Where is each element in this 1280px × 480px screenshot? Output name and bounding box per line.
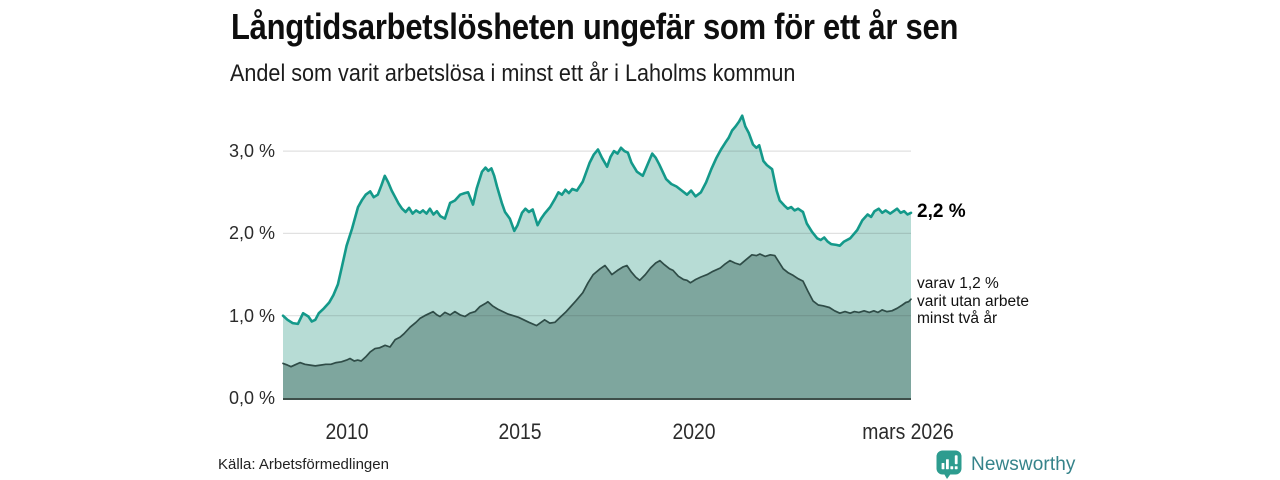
detail-line-3: minst två år [917,310,998,327]
x-tick-label: 2020 [672,419,716,444]
series-area-arbetslosa-minst-tva-ar [283,254,911,398]
series-end-label-total: 2,2 % [917,201,966,222]
series-line-arbetslosa-minst-tva-ar [282,253,912,368]
source-note: Källa: Arbetsförmedlingen [218,456,389,473]
x-tick-label: 2010 [325,419,369,444]
series-end-label-two-years: varav 1,2 % varit utan arbete minst två … [917,275,1029,328]
y-tick-label: 0,0 % [228,388,275,408]
series-line-arbetslosa-minst-ett-ar [281,114,913,326]
detail-line-2: varit utan arbete [917,292,1030,310]
y-tick-label: 1,0 % [228,305,275,326]
chart-subtitle: Andel som varit arbetslösa i minst ett å… [230,60,796,87]
y-tick-label: 2,0 % [228,223,275,244]
x-tick-label: mars 2026 [862,419,954,444]
newsworthy-logo-icon [936,450,962,479]
y-tick-label: 3,0 % [228,141,275,162]
detail-line-1: varav 1,2 % [917,275,999,292]
chart-title: Långtidsarbetslösheten ungefär som för e… [231,6,959,47]
newsworthy-branding: Newsworthy [936,450,1075,480]
x-tick-label: 2015 [498,419,542,444]
newsworthy-wordmark: Newsworthy [971,454,1076,475]
